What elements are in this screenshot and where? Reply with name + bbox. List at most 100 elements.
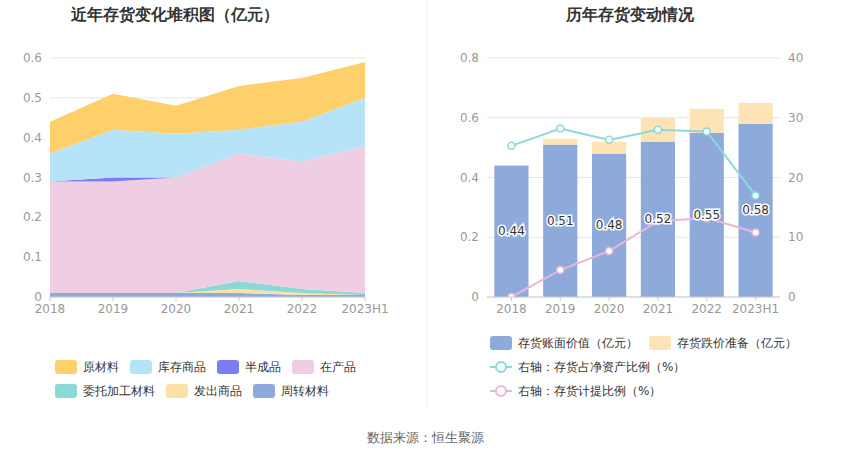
x-axis-line — [487, 297, 780, 298]
y2-tick-label: 20 — [788, 171, 803, 185]
legend-item: 库存商品 — [130, 360, 206, 374]
x-tick-label: 2019 — [98, 302, 129, 316]
data-label: 0.58 — [742, 203, 769, 217]
x-tick-label: 2020 — [594, 302, 625, 316]
data-label: 0.55 — [693, 208, 720, 222]
y-axis: 010203040 — [788, 51, 803, 304]
line — [511, 129, 755, 196]
legend-label: 右轴：存货占净资产比例（%） — [518, 360, 685, 374]
bar — [494, 165, 528, 166]
legend-item: 委托加工材料 — [55, 384, 155, 398]
legend-item: 发出商品 — [166, 384, 242, 398]
x-tick-label: 2023H1 — [341, 302, 388, 316]
y-axis: 00.10.20.30.40.50.6 — [23, 51, 365, 304]
line-point — [703, 128, 710, 135]
legend-swatch — [55, 384, 77, 398]
x-tick-label: 2022 — [691, 302, 722, 316]
legend-label: 周转材料 — [281, 384, 329, 398]
legend-label: 半成品 — [245, 360, 281, 374]
y-axis: 00.20.40.60.8 — [460, 51, 780, 304]
plot-area — [50, 62, 365, 297]
legend-label: 原材料 — [83, 360, 119, 374]
legend-swatch — [166, 384, 188, 398]
x-tick — [609, 297, 610, 301]
legend-item: 周转材料 — [253, 384, 329, 398]
legend-label: 存货跌价准备（亿元） — [677, 336, 797, 350]
bar — [592, 154, 626, 297]
plot-area — [494, 103, 772, 297]
data-labels: 0.440.510.480.520.550.58 — [498, 203, 769, 238]
legend-swatch — [217, 360, 239, 374]
x-tick — [706, 297, 707, 301]
figure: 近年存货变化堆积图（亿元）00.10.20.30.40.50.620182019… — [0, 0, 850, 459]
data-label: 0.52 — [645, 212, 672, 226]
legend-label: 委托加工材料 — [83, 384, 155, 398]
legend-label: 发出商品 — [194, 384, 242, 398]
line-point — [557, 267, 564, 274]
x-tick-label: 2021 — [643, 302, 674, 316]
legend: 存货账面价值（亿元） 存货跌价准备（亿元） 右轴：存货占净资产比例（%） 右轴：存货计… — [490, 336, 797, 398]
legend-label: 在产品 — [320, 360, 356, 374]
source-note: 数据来源：恒生聚源 — [367, 430, 484, 445]
x-tick — [50, 297, 51, 301]
y-tick-label: 0.6 — [460, 111, 479, 125]
legend-swatch — [130, 360, 152, 374]
line-point — [752, 192, 759, 199]
line-point — [508, 294, 515, 298]
line-point — [606, 136, 613, 143]
y-tick-label: 0.4 — [460, 171, 479, 185]
legend-label: 库存商品 — [158, 360, 206, 374]
x-tick — [511, 297, 512, 301]
legend-swatch — [253, 384, 275, 398]
area — [50, 62, 365, 154]
legend-swatch — [649, 336, 671, 350]
grid-line — [487, 177, 780, 178]
legend-item: 右轴：存货计提比例（%） — [490, 384, 661, 398]
y2-tick-label: 40 — [788, 51, 803, 65]
line-point — [557, 125, 564, 132]
legend-item: 存货账面价值（亿元） — [490, 336, 638, 350]
y-tick-label: 0 — [471, 290, 479, 304]
x-tick — [176, 297, 177, 301]
bar — [690, 133, 724, 297]
grid-line — [487, 58, 780, 59]
chart-title: 近年存货变化堆积图（亿元） — [70, 5, 279, 24]
legend-label: 右轴：存货计提比例（%） — [518, 384, 661, 398]
y-tick-label: 0.5 — [23, 91, 42, 105]
legend-swatch — [490, 336, 512, 350]
line-point — [606, 247, 613, 254]
grid-line — [50, 297, 365, 298]
x-tick-label: 2019 — [545, 302, 576, 316]
y2-tick-label: 10 — [788, 230, 803, 244]
line-point — [654, 126, 661, 133]
x-tick-label: 2020 — [161, 302, 192, 316]
bar — [494, 166, 528, 297]
y-tick-label: 0.2 — [23, 210, 42, 224]
separator — [427, 0, 428, 408]
data-label: 0.51 — [547, 214, 574, 228]
y-axis-line — [50, 58, 51, 297]
y-tick-label: 0.2 — [460, 230, 479, 244]
y-tick-label: 0.6 — [23, 51, 42, 65]
x-tick-label: 2018 — [35, 302, 66, 316]
legend-swatch — [55, 360, 77, 374]
x-tick — [755, 297, 756, 301]
grid-line — [487, 297, 780, 298]
x-tick — [365, 297, 366, 301]
grid-line — [487, 117, 780, 118]
legend-item: 半成品 — [217, 360, 281, 374]
legend-item: 在产品 — [292, 360, 356, 374]
x-axis-line — [50, 297, 365, 298]
legend-item: 存货跌价准备（亿元） — [649, 336, 797, 350]
bar — [641, 142, 675, 297]
legend-swatch — [496, 386, 506, 396]
legend-swatch — [496, 362, 506, 372]
legend-item: 原材料 — [55, 360, 119, 374]
x-tick-label: 2018 — [496, 302, 527, 316]
y-tick-label: 0.1 — [23, 250, 42, 264]
bar — [738, 103, 772, 124]
line — [511, 218, 755, 297]
grid-line — [50, 58, 365, 59]
data-label: 0.44 — [498, 224, 525, 238]
bar — [738, 124, 772, 297]
